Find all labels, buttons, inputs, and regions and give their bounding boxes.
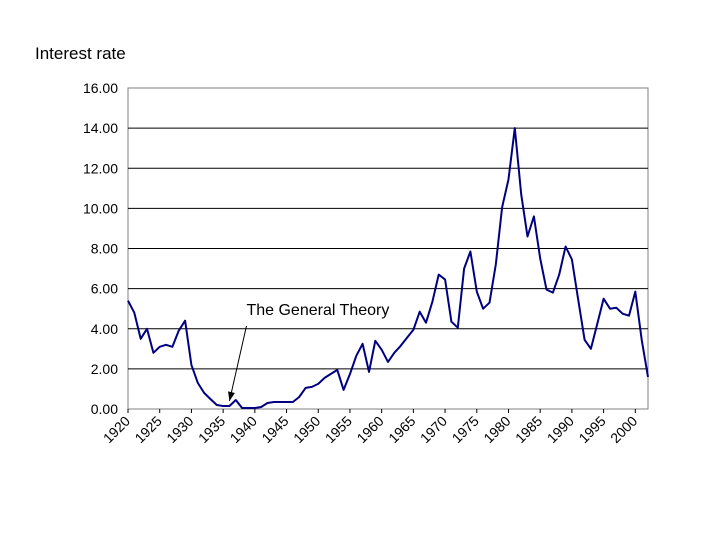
x-tick-label: 1950 xyxy=(290,413,323,446)
x-tick-label: 1970 xyxy=(417,413,450,446)
x-tick-label: 1945 xyxy=(258,413,291,446)
y-tick-label: 12.00 xyxy=(83,160,118,176)
x-tick-label: 1975 xyxy=(449,413,482,446)
y-tick-label: 6.00 xyxy=(91,281,118,297)
annotation-arrowhead xyxy=(228,391,235,401)
y-tick-label: 4.00 xyxy=(91,321,118,337)
x-tick-label: 1955 xyxy=(322,413,355,446)
y-tick-label: 0.00 xyxy=(91,401,118,417)
y-tick-labels: 0.00 2.00 4.00 6.00 8.00 10.00 12.00 14.00 16.00 xyxy=(83,80,118,417)
x-tick-label: 1935 xyxy=(195,413,228,446)
x-tick-label: 2000 xyxy=(607,413,640,446)
x-tick-label: 1995 xyxy=(575,413,608,446)
y-axis-title: Interest rate xyxy=(35,44,126,63)
x-tick-label: 1980 xyxy=(480,413,513,446)
x-tick-label: 1940 xyxy=(227,413,260,446)
annotation-arrow xyxy=(228,325,247,402)
gridlines xyxy=(128,127,648,370)
x-tick-label: 1965 xyxy=(385,413,418,446)
x-tick-label: 1930 xyxy=(163,413,196,446)
y-tick-label: 8.00 xyxy=(91,241,118,257)
x-tick-label: 1925 xyxy=(131,413,164,446)
x-tick-label: 1985 xyxy=(512,413,545,446)
y-tick-label: 2.00 xyxy=(91,361,118,377)
x-tick-label: 1920 xyxy=(100,413,133,446)
y-tick-label: 16.00 xyxy=(83,80,118,96)
annotation-label: The General Theory xyxy=(246,302,389,319)
interest-rate-line xyxy=(127,127,649,409)
x-tick-label: 1960 xyxy=(353,413,386,446)
x-tick-label: 1990 xyxy=(544,413,577,446)
y-tick-label: 14.00 xyxy=(83,120,118,136)
x-tick-labels: 1920192519301935194019451950195519601965… xyxy=(100,409,641,446)
y-tick-label: 10.00 xyxy=(83,200,118,216)
